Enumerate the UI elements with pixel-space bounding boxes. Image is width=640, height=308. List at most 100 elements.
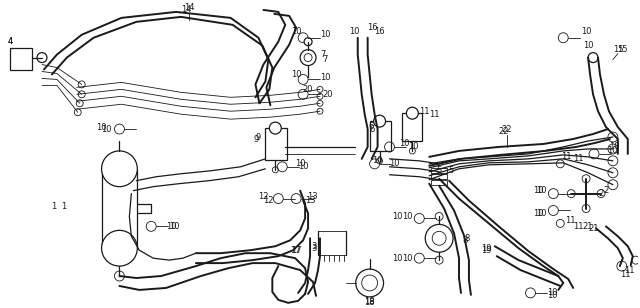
Circle shape (432, 231, 446, 245)
Circle shape (102, 230, 138, 266)
Circle shape (102, 151, 138, 187)
Circle shape (608, 132, 618, 142)
Text: 10: 10 (399, 140, 410, 148)
Text: 7: 7 (320, 50, 326, 59)
Text: 19: 19 (481, 246, 492, 255)
Text: 17: 17 (290, 246, 301, 255)
Text: 21: 21 (583, 222, 593, 231)
Text: 20: 20 (323, 90, 333, 99)
Text: 12: 12 (263, 196, 274, 205)
Text: 8: 8 (462, 236, 468, 245)
Text: 11: 11 (429, 110, 440, 119)
Text: 2: 2 (604, 186, 609, 195)
Text: 11: 11 (573, 154, 584, 163)
Bar (403, 113, 422, 141)
Text: 10: 10 (349, 27, 360, 36)
Circle shape (597, 190, 605, 198)
Text: 22: 22 (499, 127, 509, 136)
Circle shape (588, 53, 598, 63)
Circle shape (582, 175, 590, 183)
Bar (370, 121, 392, 151)
Text: 3: 3 (311, 244, 317, 253)
Text: 10: 10 (547, 288, 557, 298)
Text: 12: 12 (258, 192, 269, 201)
Circle shape (356, 269, 383, 297)
Text: 22: 22 (501, 124, 512, 134)
Text: 10: 10 (607, 146, 617, 156)
Circle shape (304, 38, 312, 46)
Bar (10, 48, 32, 70)
Text: 11: 11 (573, 222, 584, 231)
Text: 9: 9 (254, 135, 259, 144)
Text: 11: 11 (565, 216, 575, 225)
Bar (102, 169, 138, 248)
Text: 10: 10 (298, 162, 308, 171)
Text: 10: 10 (320, 30, 330, 39)
Text: 10: 10 (166, 222, 176, 231)
Circle shape (617, 261, 627, 271)
Text: 10: 10 (581, 27, 591, 36)
Text: 13: 13 (307, 192, 317, 201)
Text: 14: 14 (180, 6, 191, 14)
Text: 5: 5 (449, 166, 454, 175)
Text: 6: 6 (369, 124, 374, 134)
Text: 2: 2 (598, 189, 604, 198)
Text: 4: 4 (8, 37, 13, 46)
Bar (431, 180, 447, 185)
Text: 15: 15 (618, 45, 628, 54)
Text: 3: 3 (311, 242, 317, 251)
Circle shape (608, 168, 618, 178)
Circle shape (37, 53, 47, 63)
Text: 14: 14 (184, 3, 194, 12)
Text: 10: 10 (536, 186, 547, 195)
Text: 8: 8 (464, 234, 470, 243)
Text: 13: 13 (305, 196, 316, 205)
Text: 11: 11 (419, 107, 429, 116)
Text: 18: 18 (364, 298, 375, 307)
Circle shape (608, 180, 618, 190)
Circle shape (425, 225, 453, 252)
Text: 5: 5 (436, 166, 442, 175)
Bar (266, 128, 287, 160)
Text: 10: 10 (320, 73, 330, 82)
Text: 10: 10 (372, 156, 383, 165)
Circle shape (406, 107, 419, 119)
Text: 10: 10 (547, 291, 557, 300)
Text: 18: 18 (364, 297, 375, 306)
Circle shape (269, 122, 281, 134)
Bar (431, 168, 447, 173)
Text: 19: 19 (481, 244, 492, 253)
Text: 17: 17 (291, 246, 301, 255)
Text: 15: 15 (612, 45, 623, 54)
Circle shape (374, 115, 385, 127)
Text: 10: 10 (609, 142, 619, 152)
Text: 10: 10 (295, 159, 305, 168)
Text: 6: 6 (368, 122, 373, 131)
Text: 10: 10 (583, 41, 593, 50)
Text: 7: 7 (323, 55, 328, 64)
Circle shape (608, 156, 618, 166)
Circle shape (608, 144, 618, 154)
Circle shape (582, 205, 590, 213)
Circle shape (567, 190, 575, 198)
Text: 9: 9 (256, 132, 261, 141)
Text: 10: 10 (169, 222, 179, 231)
Text: 20: 20 (303, 85, 314, 94)
Circle shape (362, 275, 378, 291)
Text: 21: 21 (589, 224, 599, 233)
Text: 10: 10 (389, 159, 400, 168)
Text: 10: 10 (392, 212, 403, 221)
Text: 10: 10 (533, 186, 544, 195)
Text: 16: 16 (367, 23, 378, 32)
Text: 4: 4 (8, 37, 13, 46)
Text: 10: 10 (291, 27, 301, 36)
Text: 10: 10 (96, 123, 107, 132)
Text: 10: 10 (101, 124, 112, 134)
Text: 10: 10 (392, 254, 403, 263)
Text: 1: 1 (61, 202, 67, 211)
Text: 11: 11 (621, 270, 631, 278)
Text: 10: 10 (291, 70, 301, 79)
Text: 11: 11 (625, 265, 635, 274)
Text: 10: 10 (536, 209, 547, 218)
Text: 11: 11 (561, 152, 572, 161)
